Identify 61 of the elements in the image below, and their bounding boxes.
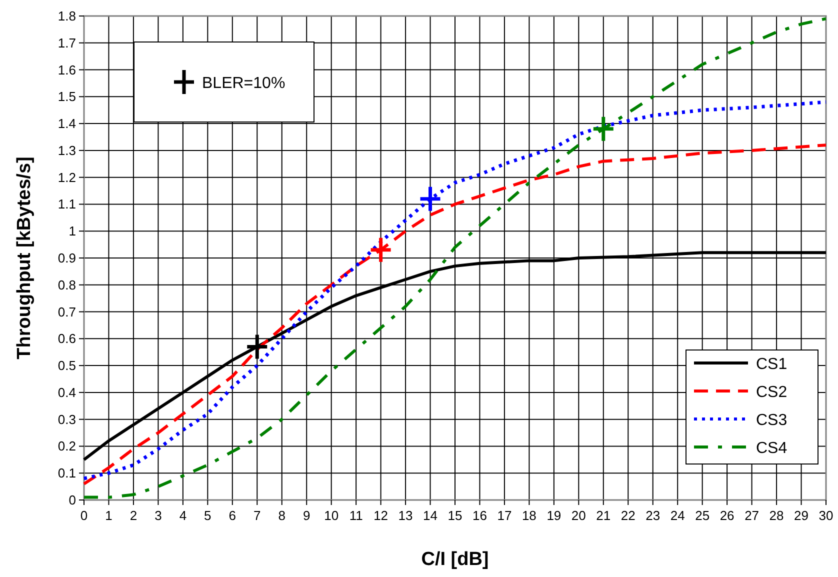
x-tick-label: 17	[497, 508, 512, 523]
x-tick-label: 25	[695, 508, 710, 523]
x-tick-label: 0	[80, 508, 88, 523]
y-tick-label: 1.4	[58, 116, 76, 132]
x-tick-label: 29	[794, 508, 808, 523]
y-tick-label: 1.6	[58, 62, 76, 78]
y-tick-label: 0.6	[58, 331, 76, 346]
y-tick-label: 0.3	[58, 412, 76, 427]
x-tick-label: 7	[254, 508, 261, 523]
x-tick-label: 1	[105, 508, 112, 523]
y-tick-label: 1.5	[58, 89, 76, 104]
x-tick-label: 15	[448, 508, 462, 523]
x-tick-label: 24	[670, 508, 685, 523]
x-tick-label: 20	[571, 508, 586, 523]
legend-label: BLER=10%	[202, 75, 286, 92]
x-tick-label: 23	[646, 508, 660, 523]
x-tick-label: 28	[769, 508, 784, 523]
y-tick-label: 1.7	[58, 35, 76, 50]
legend-label: CS4	[756, 440, 788, 457]
x-tick-label: 26	[720, 508, 734, 523]
x-axis-title: C/I [dB]	[421, 549, 489, 570]
x-tick-label: 2	[130, 508, 138, 523]
x-tick-label: 8	[278, 508, 286, 523]
y-tick-label: 0.1	[58, 466, 76, 481]
x-tick-label: 21	[596, 508, 611, 523]
x-tick-label: 18	[522, 508, 536, 523]
x-tick-label: 5	[204, 508, 212, 523]
x-tick-label: 4	[179, 508, 187, 523]
x-tick-label: 12	[374, 508, 388, 523]
y-tick-label: 1.1	[58, 196, 76, 212]
y-tick-label: 0	[68, 492, 76, 508]
x-tick-label: 30	[818, 508, 834, 523]
y-axis-title: Throughput [kBytes/s]	[14, 156, 35, 360]
y-tick-label: 0.4	[58, 384, 76, 400]
point	[420, 186, 440, 211]
x-tick-label: 22	[620, 508, 636, 523]
y-tick-label: 0.2	[58, 438, 76, 454]
y-tick-label: 0.5	[58, 358, 76, 374]
x-tick-label: 16	[472, 508, 487, 523]
point	[593, 116, 614, 141]
y-tick-label: 0.7	[58, 304, 76, 320]
x-tick-label: 13	[398, 508, 413, 523]
x-tick-label: 19	[546, 508, 562, 523]
point	[370, 238, 391, 262]
point	[247, 334, 268, 359]
x-tick-label: 10	[324, 508, 339, 523]
x-tick-label: 9	[302, 508, 310, 523]
x-tick-label: 11	[349, 508, 363, 523]
y-tick-label: 1.8	[58, 8, 76, 24]
y-tick-label: 1	[68, 224, 76, 239]
x-tick-label: 27	[744, 508, 760, 523]
y-tick-label: 0.9	[58, 250, 76, 266]
x-tick-label: 6	[228, 508, 236, 523]
y-tick-label: 0.8	[58, 277, 76, 292]
legend-label: CS1	[756, 356, 788, 373]
x-tick-label: 3	[154, 508, 162, 523]
legend-label: CS3	[756, 412, 788, 429]
y-tick-label: 1.2	[58, 170, 76, 185]
y-tick-label: 1.3	[58, 142, 76, 158]
x-tick-label: 14	[423, 508, 438, 523]
legend-label: CS2	[756, 384, 788, 401]
